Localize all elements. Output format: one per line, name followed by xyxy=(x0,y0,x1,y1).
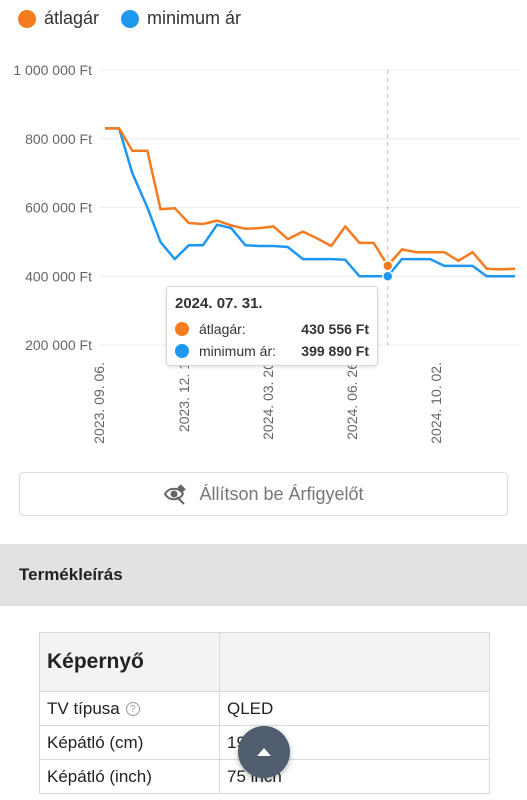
price-alert-button[interactable]: Állítson be Árfigyelőt xyxy=(19,472,508,516)
table-row: TV típusa? QLED xyxy=(39,691,490,726)
tooltip-row-average: átlagár: 430 556 Ft xyxy=(175,318,369,340)
tooltip-average-name: átlagár: xyxy=(199,321,246,337)
product-description-header: Termékleírás xyxy=(0,544,527,606)
legend-minimum-dot xyxy=(121,9,140,28)
x-tick-label: 2023. 12. 1 xyxy=(176,362,192,432)
spec-label: TV típusa xyxy=(47,698,120,718)
x-axis-labels: 2023. 09. 06. 2023. 12. 1 2024. 03. 20 2024… xyxy=(91,362,444,444)
spec-group-row: Képernyő xyxy=(39,632,490,692)
spec-label-cell: TV típusa? xyxy=(39,691,220,726)
price-history-chart[interactable]: 1 000 000 Ft 800 000 Ft 600 000 Ft 400 000 … xyxy=(0,40,527,460)
x-tick-label: 2024. 06. 26 xyxy=(344,362,360,440)
price-alert-label: Állítson be Árfigyelőt xyxy=(199,483,364,504)
tooltip-minimum-name: minimum ár: xyxy=(199,343,277,359)
spec-group-empty xyxy=(219,632,490,692)
spec-group-title: Képernyő xyxy=(39,632,220,692)
legend-item-average-price[interactable]: átlagár xyxy=(18,8,99,29)
x-tick-label: 2023. 09. 06. xyxy=(91,362,107,444)
tooltip-date: 2024. 07. 31. xyxy=(175,295,263,312)
legend-average-dot xyxy=(18,9,36,28)
legend-minimum-label: minimum ár xyxy=(147,8,242,28)
spec-label: Képátló (cm) xyxy=(39,725,220,760)
y-tick-label: 800 000 Ft xyxy=(25,131,92,147)
tooltip-row-minimum: minimum ár: 399 890 Ft xyxy=(175,340,369,362)
legend-item-minimum-price[interactable]: minimum ár xyxy=(121,8,241,29)
help-icon[interactable]: ? xyxy=(125,702,140,717)
tooltip-minimum-value: 399 890 Ft xyxy=(301,343,369,359)
marker-minimum xyxy=(382,270,394,283)
y-tick-label: 400 000 Ft xyxy=(25,268,92,284)
section-title: Termékleírás xyxy=(19,565,123,584)
series-lines xyxy=(105,127,516,278)
scroll-to-top-button[interactable] xyxy=(238,726,290,778)
tooltip-average-value: 430 556 Ft xyxy=(301,321,369,337)
series-line-minimum xyxy=(105,127,515,278)
legend-average-label: átlagár xyxy=(44,8,100,28)
hover-markers xyxy=(382,259,394,283)
chart-tooltip: 2024. 07. 31. átlagár: 430 556 Ft minimu… xyxy=(166,286,378,366)
arrow-up-icon xyxy=(257,748,271,756)
y-tick-label: 1 000 000 Ft xyxy=(13,62,92,78)
tooltip-average-dot xyxy=(175,322,189,336)
eye-tag-icon xyxy=(164,484,187,505)
y-axis-labels: 1 000 000 Ft 800 000 Ft 600 000 Ft 400 000 … xyxy=(13,62,92,353)
marker-average xyxy=(382,259,394,272)
x-tick-label: 2024. 10. 02. xyxy=(428,362,444,444)
spec-value: QLED xyxy=(219,691,490,726)
y-tick-label: 200 000 Ft xyxy=(25,337,92,353)
x-tick-label: 2024. 03. 20 xyxy=(260,362,276,440)
y-tick-label: 600 000 Ft xyxy=(25,200,92,216)
tooltip-minimum-dot xyxy=(175,344,189,358)
chart-legend: átlagár minimum ár xyxy=(18,8,241,29)
series-line-average xyxy=(105,127,516,271)
spec-label: Képátló (inch) xyxy=(39,759,220,794)
